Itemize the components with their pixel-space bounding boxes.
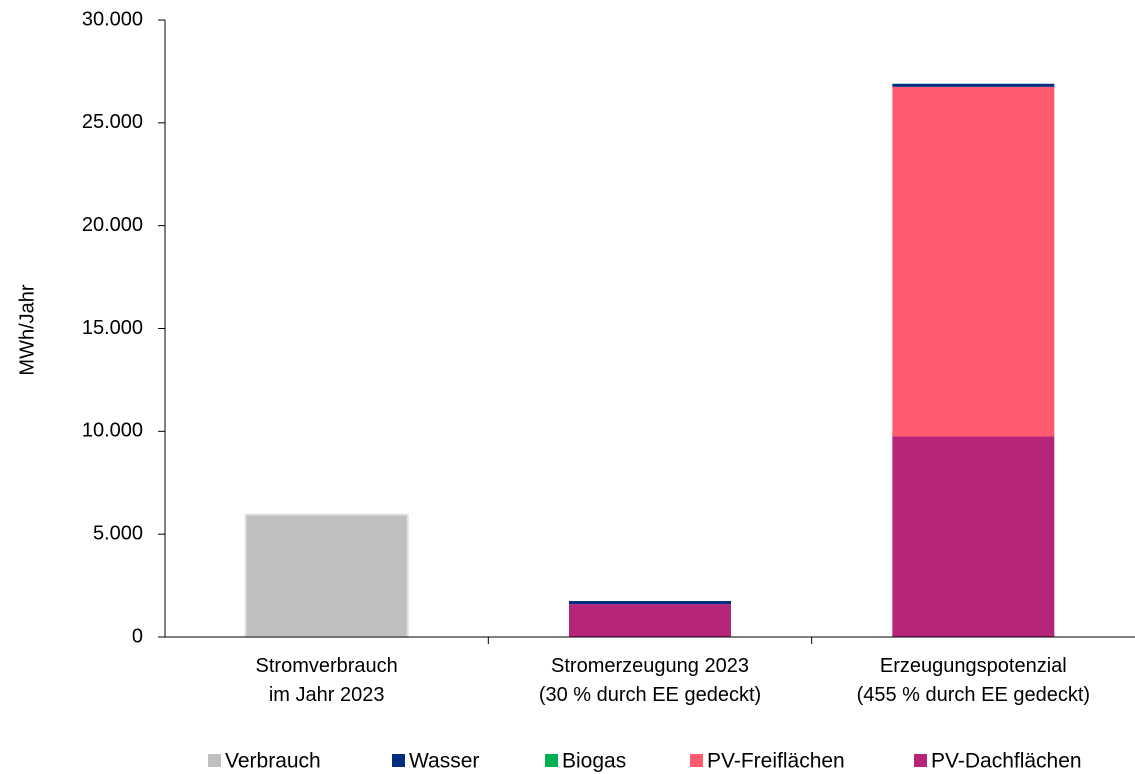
y-tick-label: 20.000 — [82, 214, 143, 236]
legend-label: PV-Dachflächen — [931, 750, 1082, 773]
y-tick-label: 30.000 — [82, 8, 143, 30]
legend-label: Verbrauch — [225, 750, 321, 773]
bar-segment-pv-dachfl-chen — [892, 436, 1055, 637]
category-label: Stromerzeugung 2023 — [551, 655, 749, 677]
y-tick-label: 25.000 — [82, 111, 143, 133]
legend: Verbrauch Wasser Biogas PV-Freiflächen PV-Da… — [208, 750, 1082, 773]
y-tick-label: 15.000 — [82, 317, 143, 339]
bar-segment-wasser — [892, 83, 1055, 87]
bar-segment-wasser — [569, 601, 731, 605]
y-axis-label: MWh/Jahr — [16, 284, 38, 375]
bars — [244, 83, 1055, 639]
category-label: Stromverbrauch — [256, 655, 398, 677]
legend-swatch — [914, 754, 927, 767]
bar-segment-pv-dachfl-chen — [569, 604, 731, 637]
category-labels: Stromverbrauch im Jahr 2023 Stromerzeugung… — [256, 655, 1091, 706]
y-tick-label: 10.000 — [82, 420, 143, 442]
bar-segment-verbrauch — [244, 513, 409, 639]
legend-swatch — [545, 754, 558, 767]
legend-label: Wasser — [409, 750, 479, 773]
y-axis-ticks: 0 5.000 10.000 15.000 20.000 25.000 30.000 — [82, 8, 165, 647]
legend-swatch — [690, 754, 703, 767]
y-tick-label: 5.000 — [93, 522, 143, 544]
bar-segment-pv-freifl-chen — [892, 86, 1055, 437]
axes — [164, 20, 1135, 644]
y-tick-label: 0 — [132, 625, 143, 647]
legend-label: Biogas — [562, 750, 626, 773]
category-label: im Jahr 2023 — [269, 684, 385, 706]
legend-swatch — [392, 754, 405, 767]
legend-swatch — [208, 754, 221, 767]
category-label: Erzeugungspotenzial — [880, 655, 1067, 677]
category-label: (30 % durch EE gedeckt) — [539, 684, 761, 706]
legend-label: PV-Freiflächen — [707, 750, 845, 773]
category-label: (455 % durch EE gedeckt) — [857, 684, 1090, 706]
